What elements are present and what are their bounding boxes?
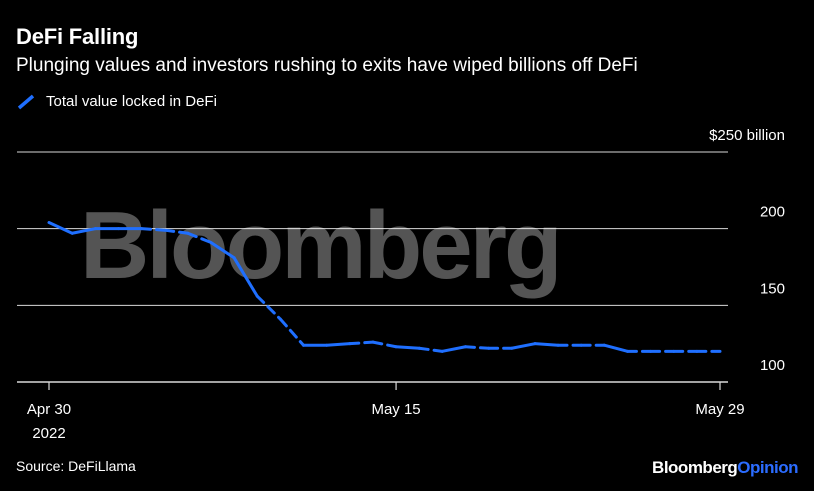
series-segment bbox=[440, 345, 467, 353]
x-tick-label: May 15 bbox=[371, 401, 420, 418]
series-segment bbox=[232, 256, 259, 298]
series-segment bbox=[47, 221, 74, 235]
y-tick-label-150: 150 bbox=[760, 280, 785, 297]
x-tick-label: May 29 bbox=[695, 401, 744, 418]
brand-sub: Opinion bbox=[737, 458, 798, 477]
y-tick-label-100: 100 bbox=[760, 357, 785, 374]
brand-main: Bloomberg bbox=[652, 458, 738, 477]
series-segment bbox=[255, 294, 282, 321]
series-segment bbox=[394, 345, 421, 350]
x-tick-label: Apr 30 bbox=[27, 401, 71, 418]
series-segment bbox=[371, 340, 398, 349]
bloomberg-opinion-logo: BloombergOpinion bbox=[652, 458, 798, 478]
series-segment bbox=[510, 342, 537, 350]
y-tick-label-200: 200 bbox=[760, 204, 785, 221]
x-tick-sublabel: 2022 bbox=[32, 425, 65, 442]
series-segment bbox=[186, 231, 213, 244]
series-segment bbox=[533, 342, 560, 347]
bloomberg-watermark: Bloomberg bbox=[80, 192, 560, 299]
y-tick-label-250: $250 billion bbox=[709, 127, 785, 144]
series-segment bbox=[163, 228, 190, 235]
series-segment bbox=[463, 345, 491, 350]
y-axis-tick-labels: $250 billion 200 150 100 bbox=[709, 127, 785, 374]
series-segment bbox=[325, 342, 352, 347]
chart-title: DeFi Falling bbox=[16, 24, 139, 49]
series-segment bbox=[70, 227, 97, 235]
source-note: Source: DeFiLlama bbox=[16, 458, 136, 474]
series-lines bbox=[47, 221, 722, 353]
legend-line-swatch-icon bbox=[17, 94, 35, 109]
series-segment bbox=[417, 346, 444, 353]
series-segment bbox=[209, 240, 236, 260]
series-segment bbox=[602, 343, 629, 353]
x-axis-ticks: Apr 30 2022 May 15 May 29 bbox=[27, 382, 745, 442]
legend: Total value locked in DeFi bbox=[16, 93, 217, 110]
legend-label: Total value locked in DeFi bbox=[46, 93, 217, 110]
series-segment bbox=[140, 227, 167, 232]
series-segment bbox=[278, 317, 306, 347]
series-segment bbox=[348, 340, 375, 346]
chart-subtitle: Plunging values and investors rushing to… bbox=[16, 55, 638, 76]
